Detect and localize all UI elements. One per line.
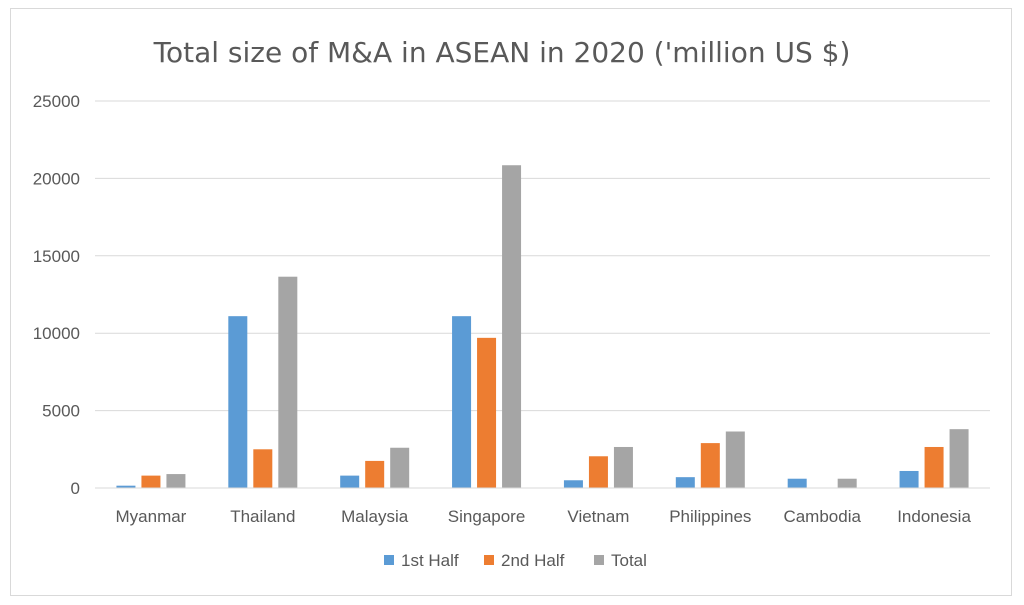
legend: 1st Half 2nd Half Total — [384, 551, 647, 570]
y-axis-ticks: 0 5000 10000 15000 20000 25000 — [33, 92, 80, 498]
bar-total-philippines — [725, 431, 745, 488]
x-category-label: Vietnam — [567, 507, 629, 526]
legend-swatch-2nd-half — [484, 555, 494, 565]
y-tick-label: 5000 — [42, 402, 80, 421]
bar-total-vietnam — [613, 446, 633, 488]
x-category-label: Thailand — [230, 507, 295, 526]
bar-2nd-half-myanmar — [141, 475, 161, 488]
y-tick-label: 10000 — [33, 324, 80, 343]
x-category-label: Cambodia — [783, 507, 861, 526]
bar-1st-half-philippines — [675, 477, 695, 488]
y-tick-label: 15000 — [33, 247, 80, 266]
y-tick-label: 0 — [71, 479, 80, 498]
legend-label: 1st Half — [401, 551, 459, 570]
x-category-label: Myanmar — [116, 507, 187, 526]
bar-1st-half-indonesia — [899, 470, 919, 488]
bar-total-myanmar — [166, 474, 186, 488]
bar-total-cambodia — [837, 478, 857, 488]
legend-label: Total — [611, 551, 647, 570]
legend-swatch-1st-half — [384, 555, 394, 565]
chart-title: Total size of M&A in ASEAN in 2020 ('mil… — [153, 36, 851, 69]
bar-1st-half-myanmar — [116, 485, 136, 488]
bar-2nd-half-indonesia — [924, 446, 944, 488]
bar-total-indonesia — [949, 429, 969, 488]
x-category-label: Malaysia — [341, 507, 409, 526]
y-tick-label: 25000 — [33, 92, 80, 111]
x-category-label: Indonesia — [897, 507, 971, 526]
bar-2nd-half-malaysia — [365, 460, 385, 488]
y-tick-label: 20000 — [33, 169, 80, 188]
bar-2nd-half-philippines — [700, 443, 720, 488]
legend-swatch-total — [594, 555, 604, 565]
bars — [116, 165, 969, 488]
bar-1st-half-cambodia — [787, 478, 807, 488]
bar-total-singapore — [502, 165, 522, 488]
bar-2nd-half-thailand — [253, 449, 273, 488]
x-axis-categories: Myanmar Thailand Malaysia Singapore Vietnam P… — [116, 507, 972, 526]
bar-1st-half-malaysia — [340, 475, 360, 488]
bar-2nd-half-singapore — [477, 337, 497, 488]
legend-label: 2nd Half — [501, 551, 565, 570]
bar-total-malaysia — [390, 447, 410, 488]
x-category-label: Singapore — [448, 507, 526, 526]
bar-1st-half-thailand — [228, 316, 248, 488]
bar-1st-half-vietnam — [563, 480, 583, 488]
bar-2nd-half-vietnam — [588, 456, 608, 488]
bar-1st-half-singapore — [452, 316, 472, 488]
x-category-label: Philippines — [669, 507, 751, 526]
bar-total-thailand — [278, 276, 298, 488]
